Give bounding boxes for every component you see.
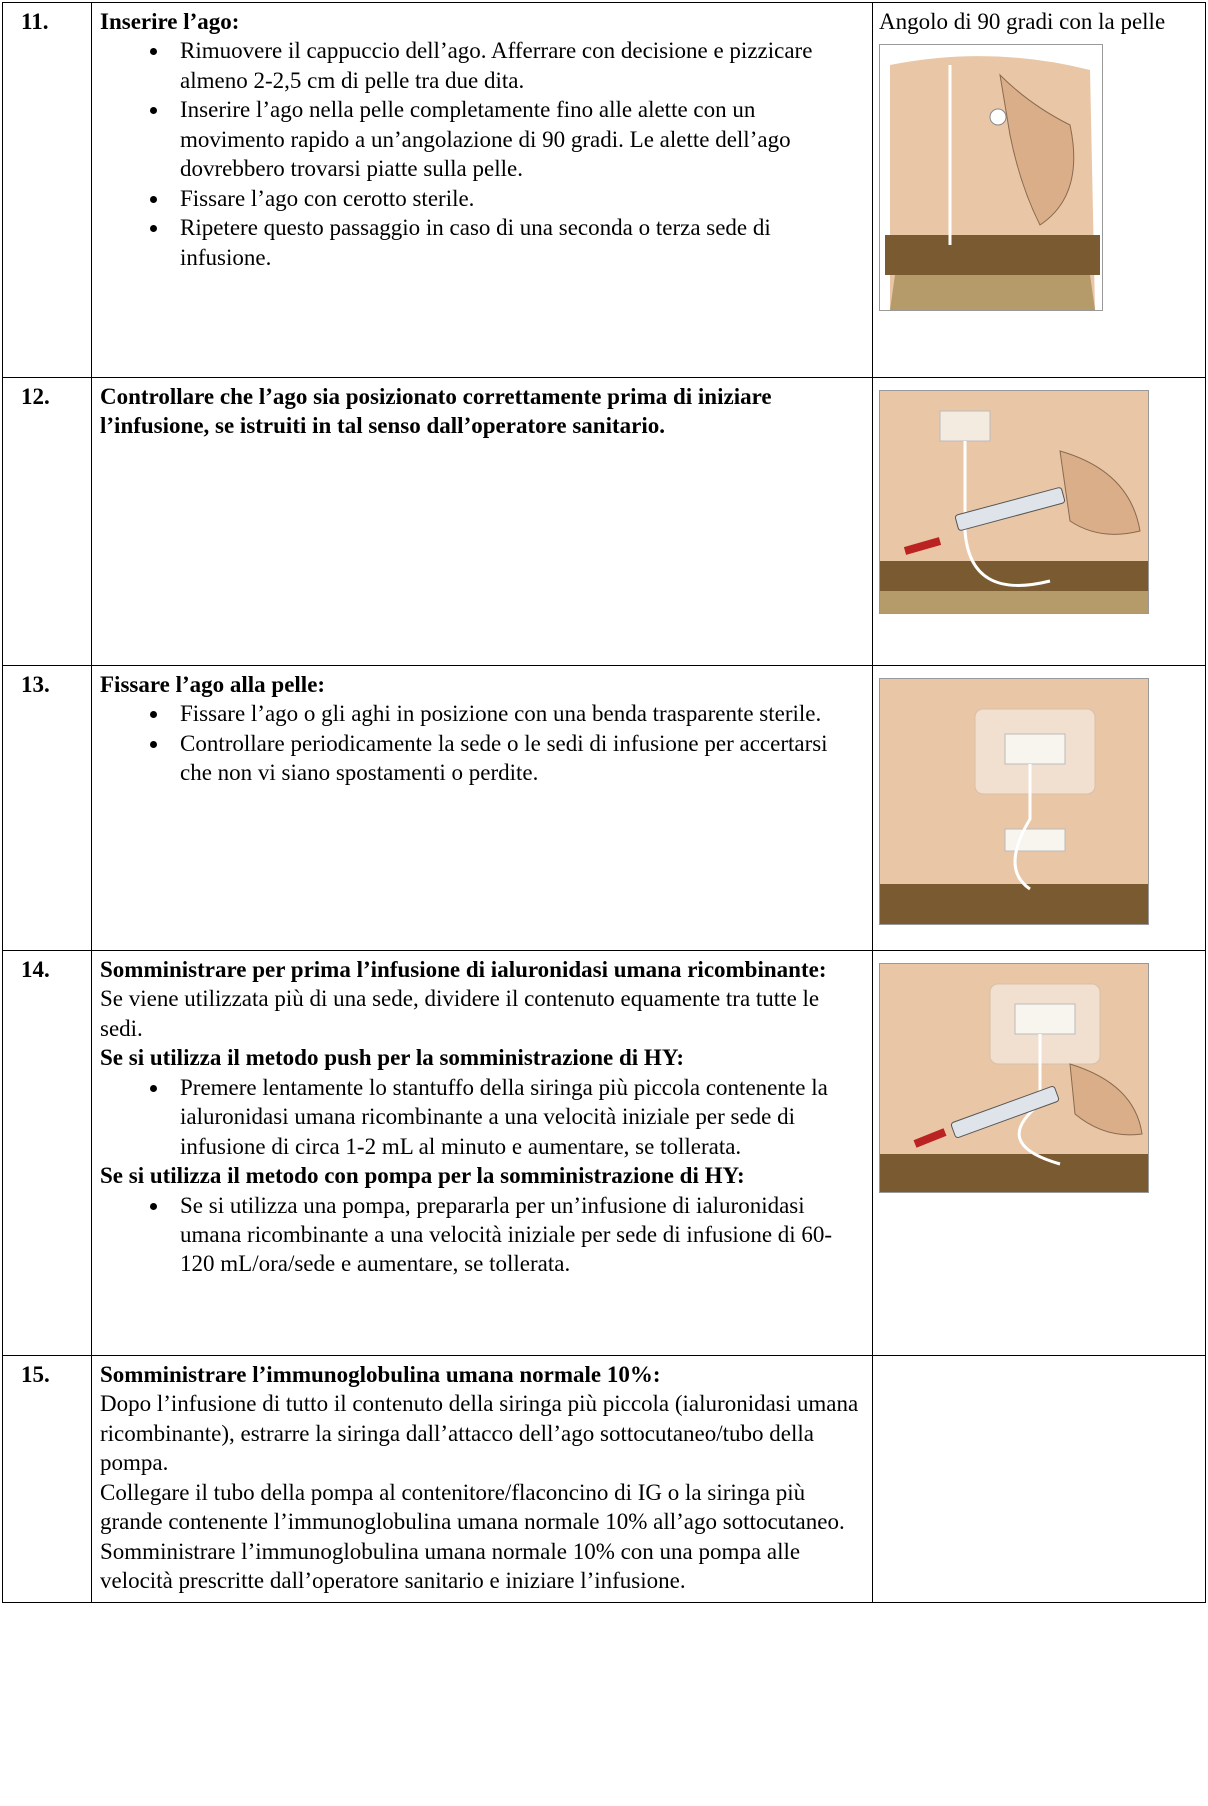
row: 14. Somministrare per prima l’infusione … <box>2 950 1206 1356</box>
bullet: Se si utilizza una pompa, prepararla per… <box>170 1191 864 1279</box>
step-number: 12. <box>2 377 92 666</box>
step-content: Inserire l’ago: Rimuovere il cappuccio d… <box>91 2 873 378</box>
bullet-list: Se si utilizza una pompa, prepararla per… <box>100 1191 864 1279</box>
image-cell <box>872 665 1206 951</box>
bullet: Fissare l’ago con cerotto sterile. <box>170 184 864 213</box>
bullet: Rimuovere il cappuccio dell’ago. Afferra… <box>170 36 864 95</box>
illustration <box>879 390 1149 614</box>
step-content: Controllare che l’ago sia posizionato co… <box>91 377 873 666</box>
illustration <box>879 963 1149 1193</box>
step-title: Somministrare l’immunoglobulina umana no… <box>100 1362 661 1387</box>
step-content: Fissare l’ago alla pelle: Fissare l’ago … <box>91 665 873 951</box>
paragraph: Se viene utilizzata più di una sede, div… <box>100 986 820 1041</box>
step-number: 13. <box>2 665 92 951</box>
paragraph: Collegare il tubo della pompa al conteni… <box>100 1479 845 1535</box>
row: 13. Fissare l’ago alla pelle: Fissare l’… <box>2 665 1206 951</box>
row: 11. Inserire l’ago: Rimuovere il cappucc… <box>2 2 1206 378</box>
image-cell: Angolo di 90 gradi con la pelle <box>872 2 1206 378</box>
step-content: Somministrare per prima l’infusione di i… <box>91 950 873 1356</box>
illustration <box>879 678 1149 925</box>
bullet: Ripetere questo passaggio in caso di una… <box>170 213 864 272</box>
step-title: Controllare che l’ago sia posizionato co… <box>100 384 772 439</box>
subheading: Se si utilizza il metodo con pompa per l… <box>100 1163 745 1189</box>
paragraph: Somministrare l’immunoglobulina umana no… <box>100 1538 801 1594</box>
bullet-list: Rimuovere il cappuccio dell’ago. Afferra… <box>100 36 864 272</box>
bullet: Inserire l’ago nella pelle completamente… <box>170 95 864 183</box>
step-title: Fissare l’ago alla pelle: <box>100 672 326 697</box>
step-number: 15. <box>2 1355 92 1603</box>
illustration <box>879 44 1103 312</box>
bullet: Fissare l’ago o gli aghi in posizione co… <box>170 699 864 728</box>
step-content: Somministrare l’immunoglobulina umana no… <box>91 1355 873 1603</box>
bullet: Controllare periodicamente la sede o le … <box>170 729 864 788</box>
instruction-table: 11. Inserire l’ago: Rimuovere il cappucc… <box>2 2 1206 1603</box>
step-title: Inserire l’ago: <box>100 9 240 34</box>
step-number: 14. <box>2 950 92 1356</box>
paragraph: Dopo l’infusione di tutto il contenuto d… <box>100 1391 859 1476</box>
step-title: Somministrare per prima l’infusione di i… <box>100 957 827 982</box>
subheading: Se si utilizza il metodo push per la som… <box>100 1045 684 1071</box>
bullet-list: Premere lentamente lo stantuffo della si… <box>100 1073 864 1161</box>
image-cell <box>872 377 1206 666</box>
bullet: Premere lentamente lo stantuffo della si… <box>170 1073 864 1161</box>
row: 12. Controllare che l’ago sia posizionat… <box>2 377 1206 666</box>
row: 15. Somministrare l’immunoglobulina uman… <box>2 1355 1206 1603</box>
bullet-list: Fissare l’ago o gli aghi in posizione co… <box>100 699 864 787</box>
image-cell <box>872 1355 1206 1603</box>
step-number: 11. <box>2 2 92 378</box>
caption: Angolo di 90 gradi con la pelle <box>879 9 1166 34</box>
image-cell <box>872 950 1206 1356</box>
